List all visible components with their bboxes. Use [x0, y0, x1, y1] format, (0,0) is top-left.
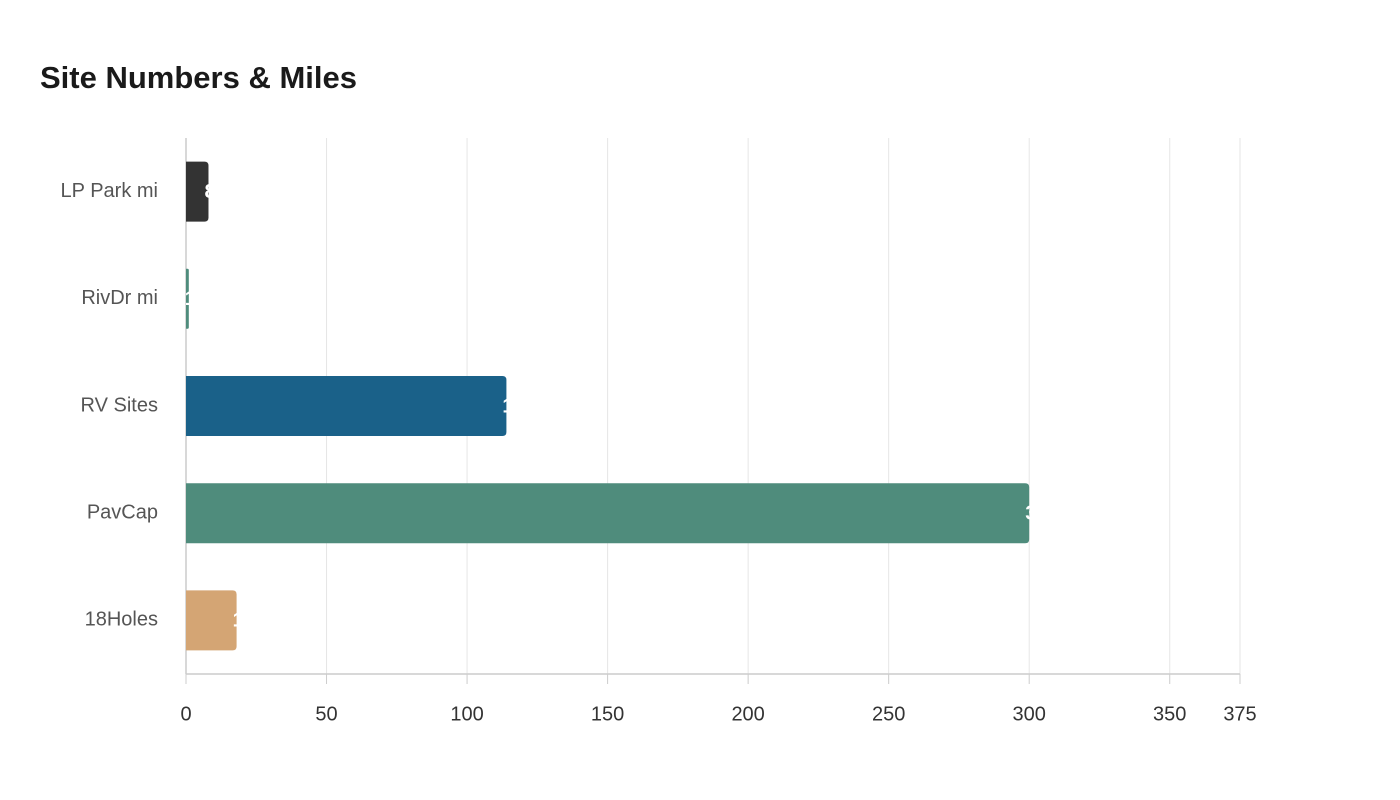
- y-tick-label: PavCap: [87, 501, 158, 523]
- x-tick-label: 200: [731, 703, 764, 725]
- x-tick-label: 350: [1153, 703, 1186, 725]
- chart-title: Site Numbers & Miles: [40, 60, 357, 95]
- bar: [186, 483, 1030, 544]
- value-label: 300: [1025, 502, 1058, 524]
- x-tick-label: 250: [872, 703, 905, 725]
- y-tick-label: 18Holes: [85, 609, 158, 631]
- x-tick-label: 0: [180, 703, 191, 725]
- x-tick-label: 375: [1223, 703, 1256, 725]
- y-tick-label: RV Sites: [81, 394, 158, 416]
- bar: [186, 376, 507, 436]
- bar: [186, 590, 237, 651]
- bar: [186, 161, 209, 222]
- x-tick-label: 100: [450, 703, 483, 725]
- x-tick-label: 50: [315, 703, 337, 725]
- bar: [186, 268, 189, 329]
- y-tick-label: LP Park mi: [61, 180, 158, 202]
- x-tick-label: 300: [1013, 703, 1046, 725]
- value-label: 18: [233, 610, 255, 632]
- x-tick-label: 150: [591, 703, 624, 725]
- y-tick-label: RivDr mi: [81, 287, 158, 309]
- value-label: 8: [204, 181, 215, 203]
- value-label: 1: [185, 288, 196, 310]
- value-label: 114: [502, 395, 535, 417]
